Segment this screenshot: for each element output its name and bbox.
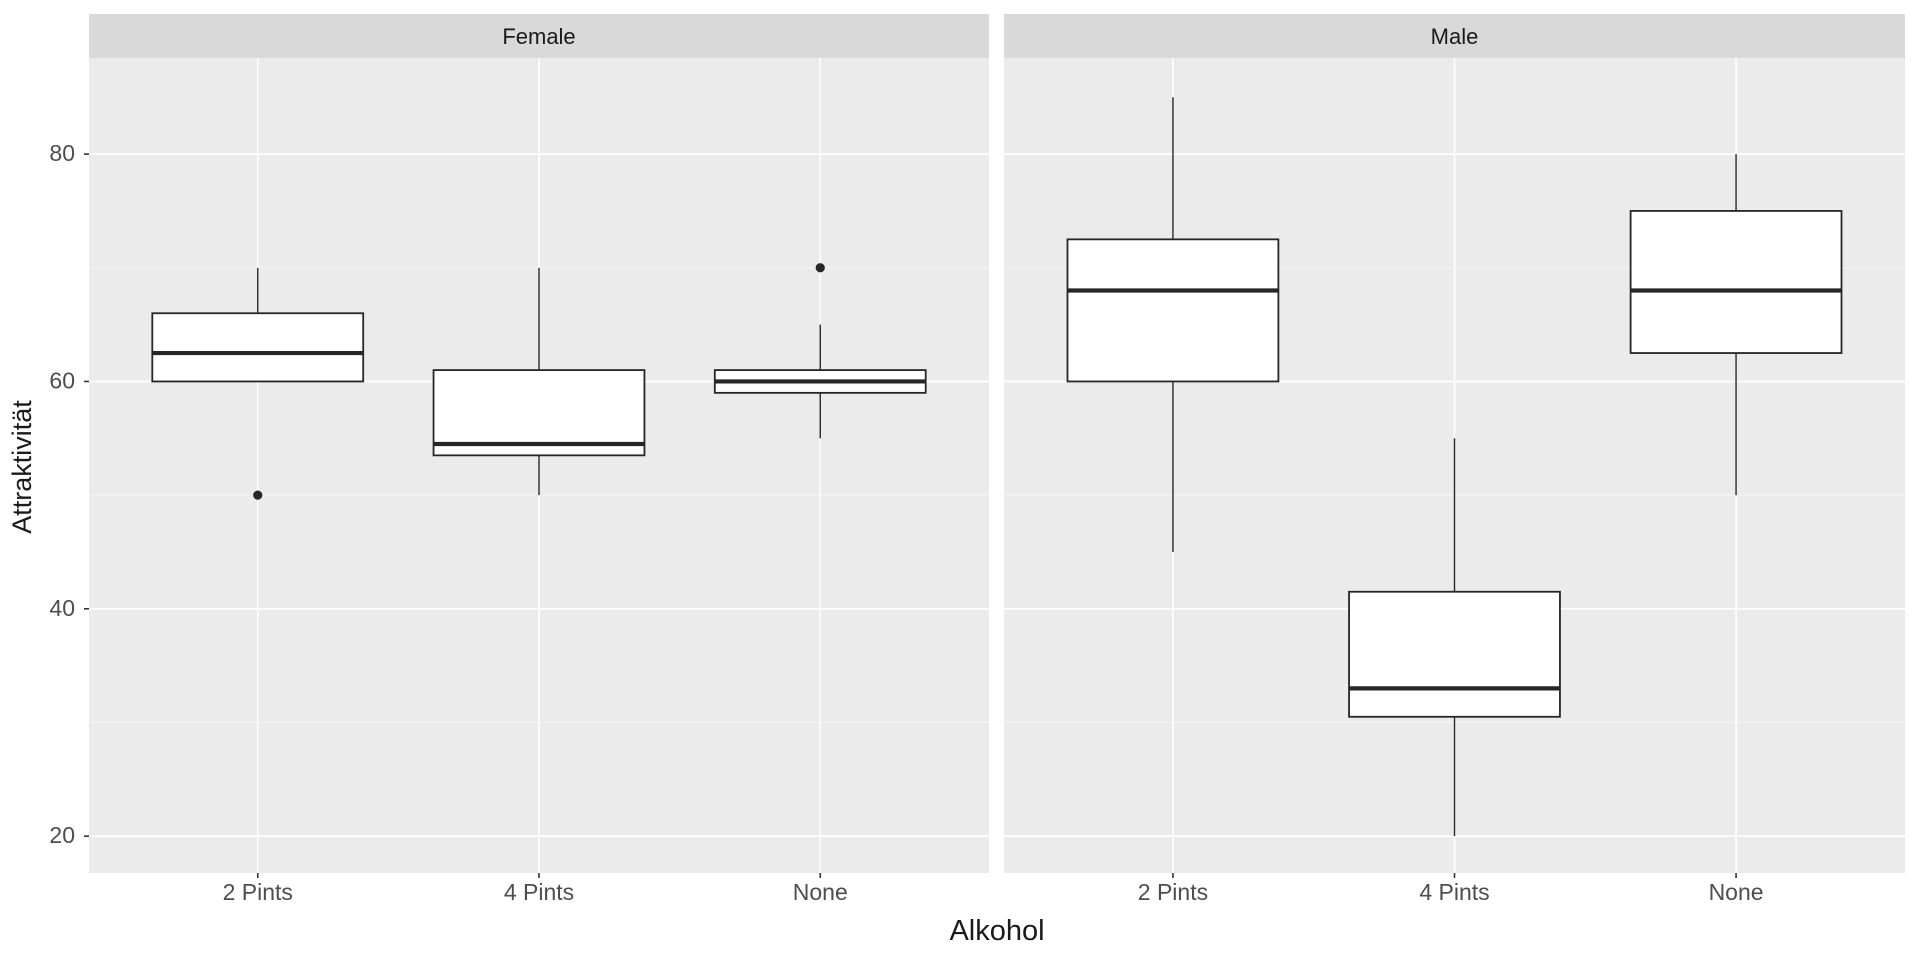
svg-text:None: None — [1709, 879, 1764, 905]
svg-text:4 Pints: 4 Pints — [1419, 879, 1489, 905]
svg-text:60: 60 — [49, 367, 75, 393]
svg-text:2 Pints: 2 Pints — [1138, 879, 1208, 905]
svg-text:Male: Male — [1431, 24, 1479, 49]
svg-text:20: 20 — [49, 822, 75, 848]
svg-text:Female: Female — [502, 24, 575, 49]
svg-text:2 Pints: 2 Pints — [223, 879, 293, 905]
svg-text:80: 80 — [49, 140, 75, 166]
svg-text:4 Pints: 4 Pints — [504, 879, 574, 905]
svg-text:None: None — [793, 879, 848, 905]
svg-text:40: 40 — [49, 595, 75, 621]
